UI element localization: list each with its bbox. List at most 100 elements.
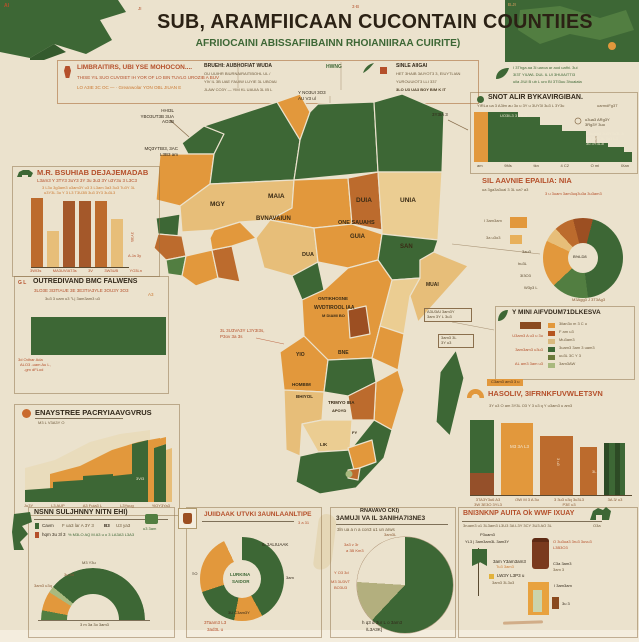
bar-segment [95,201,107,267]
x-tick: 3 3u3 u3q 3u3L3 [553,497,585,502]
block-icon-label: G L [18,280,27,286]
x-tick: 3W3UB [104,268,119,273]
pot-icon-card [178,508,197,529]
annotation-text: 3am 3Y L 3u3 [427,313,452,319]
legend-swatch [35,523,39,529]
annotation-text: 3Y u3 [441,339,452,345]
block-panel [14,276,169,394]
map-label: FY [352,430,357,435]
map-annotation: HHI3L YBO3UT3B 3UA AO3B [128,108,174,125]
legend-col1-l1: OU UUIHR BIURNAIRAITIBOHL UL / [204,71,271,76]
left-bar-xaxis: 3WI3s MA3UVIAT3s 3V 3W3UB YO3Ln [30,268,142,274]
area-panel-note-r: uarmdFg3T [597,103,618,108]
map-annotation-box: A3U3AI 3am3Y 3am 3Y L 3u3 [424,308,472,322]
annotation-text: 3B 3Y3 3L 3u3 L3 [586,135,618,141]
bar-panel-title: M.R. BSUHIAB DEJAJEMADAB [37,168,149,177]
pie-panel [330,507,456,638]
bar [63,197,75,267]
gauge-leg2b: % M3LO AQ M A3 u o 3 LA3A3 L3A3 [68,532,135,537]
right-bar-xlabel: 3TA3Y3u6 A3 3W 3E3O 3YL3 [470,497,506,508]
map-label: BVNAVAIUN [256,216,291,222]
legend-col1-title: BRUEHI: AUBHOFIAT WUDA [204,63,273,69]
bar [111,197,123,267]
bar-segment [63,201,75,267]
annotation-text: A3U3AI 3am3Y [427,309,455,314]
x-tick: 3WI3s [30,268,42,273]
gauge-leg1a: Cavm [42,523,54,528]
pie-lab1a: 3a3 v 3r [344,542,359,547]
list-swatch [548,355,555,360]
area-ann2: u3ua3 ARg3Y 3Rg3Y 3uo [585,117,610,128]
legend-col1-l3: JLAW CO3Y — YIM KL UAUIA 3L IB L [204,87,273,92]
map-annotation: Y NO3UI 3O3 AU V3 ul [298,90,326,101]
map-label: MAIA [268,193,285,200]
donut2-center2: SAIDOR [232,579,250,584]
stream-panel [14,404,180,516]
map-label: YIO [296,352,305,358]
donut2-foot1: 3Taam3 L3 [204,620,227,625]
households-title: HASOLIV, 3IFRNKFUVWLET3VN [488,389,603,398]
donut-lab3: 3I3O3 [520,273,531,278]
x-tick: 4 C2 [560,163,569,168]
vase-icon [64,66,71,78]
map-label: MGY [210,201,225,208]
impact-or-lab1: I 3am3am [554,583,572,588]
donut2-lab-b: 3U C3am3Y [228,610,250,615]
block-panel-mark: A3 [148,292,154,297]
annotation-text: 3u 3Y3L3I [586,140,605,146]
list-left2: 3am3am3 u3u3 [515,347,543,352]
annotation-text: L3B3 am [159,151,178,157]
red-square-icon [380,67,387,74]
gauge-leg1d: U3 ya3 [116,523,131,528]
annotation-text: AO3B [161,119,174,125]
pie-foot1: h q3 d 3ur L o 3am3 [362,620,403,625]
donut2-lab-l: ≡O [192,571,198,576]
flag-icon [472,549,487,566]
donut-lab4: W3y3 L [524,285,538,290]
list-leaf-icon [498,310,508,321]
bottom-margin [0,630,639,642]
donut-leg2: 3a u3o3 [486,235,501,240]
right-bar-chart [470,418,632,496]
gauge-leg1b: F ua3 lar A 3Y 3 [62,523,94,528]
map-label: MUAI [426,282,439,288]
legend-mid-label: HWNG [326,64,342,70]
bar-segment [79,201,91,267]
right-bar-xlabel: 3 3u3 u3q 3u3L3 P3E u3 [548,497,590,508]
title-underline [202,521,294,522]
households-sub: 3Y u3 O am 3Y3L O3 Y 3 u3 q Y u3am3 u am… [489,403,573,408]
legend-col2-title: SINLE AIIGAI [396,63,428,69]
title-underline [336,524,448,525]
x-tick: YO3Ln [129,268,142,273]
x-tick: IXan [620,163,629,168]
pie-title2: 3AMUJI VA IL 3ANIHA7I3NE3 [336,515,426,522]
bar-panel-l1: 3 L3u 3g3am3 u3am3Y u3 3 L3am 3a3 3u3 Tu… [42,185,136,190]
pie-title1: RNAVAVO CKI) [360,508,400,514]
bar-segment [111,218,123,267]
donut2-foot2: 3ad3L u [207,627,224,632]
list-row-label: uu3L 3C Y 3 [559,353,581,358]
pie-lab1b: a 3B Km3 [346,548,364,553]
area-panel [470,92,638,174]
orange-block [528,582,549,615]
page-title: SUB, ARAMFIICAAN CUCONTAIN COUNTIIES [157,10,593,33]
list-left3: AL am3 3am u3 [514,361,543,366]
bar-inner-label: M3 3A L3 [510,444,530,449]
leaf-icon [496,68,509,79]
x-tick: 3V [88,268,93,273]
corner-right-silhouette [518,6,634,50]
donut2-hole: LURKINA SAIDOR [223,560,261,598]
x-tick: tkn [533,163,539,168]
bar-panel-sub: L3am3 Y 3TY3 3uY3 3Y 3u 3u3 3Y u3Y3u 3 L… [37,178,137,183]
leaf-note-l2: 3I3T YIUWL DUL IL UI 3HUIAITTI3 [513,72,576,77]
gauge-lab-top: M3 Y3u [82,560,96,565]
annotation-text: HHI3L [161,108,174,113]
donut2-lab-r1: IL 3ALIUAAK [262,542,289,547]
annotation-text: Y NO3UI 3O3 [298,90,326,95]
bar [79,197,91,267]
annotation-text: u3ua3 ARg3Y [585,117,610,122]
impact-brown-lab3: C3a 3am3 [553,561,572,566]
impact-brown-lab1: O 3u3ua3 3ru3 3uvu3 [553,539,592,544]
donut-panel-title: SIL AAVNIE EPAILIA: NIA [482,176,572,185]
annotation-text: YBO3UT3B 3UA [140,113,174,119]
